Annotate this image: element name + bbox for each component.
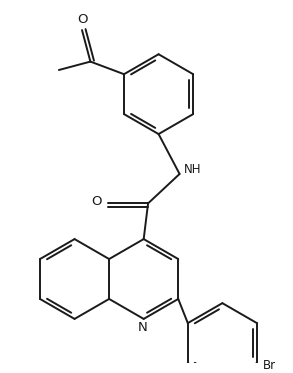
- Text: N: N: [138, 321, 147, 334]
- Text: O: O: [77, 13, 87, 26]
- Text: Br: Br: [263, 358, 276, 372]
- Text: O: O: [91, 195, 102, 208]
- Text: NH: NH: [184, 163, 201, 176]
